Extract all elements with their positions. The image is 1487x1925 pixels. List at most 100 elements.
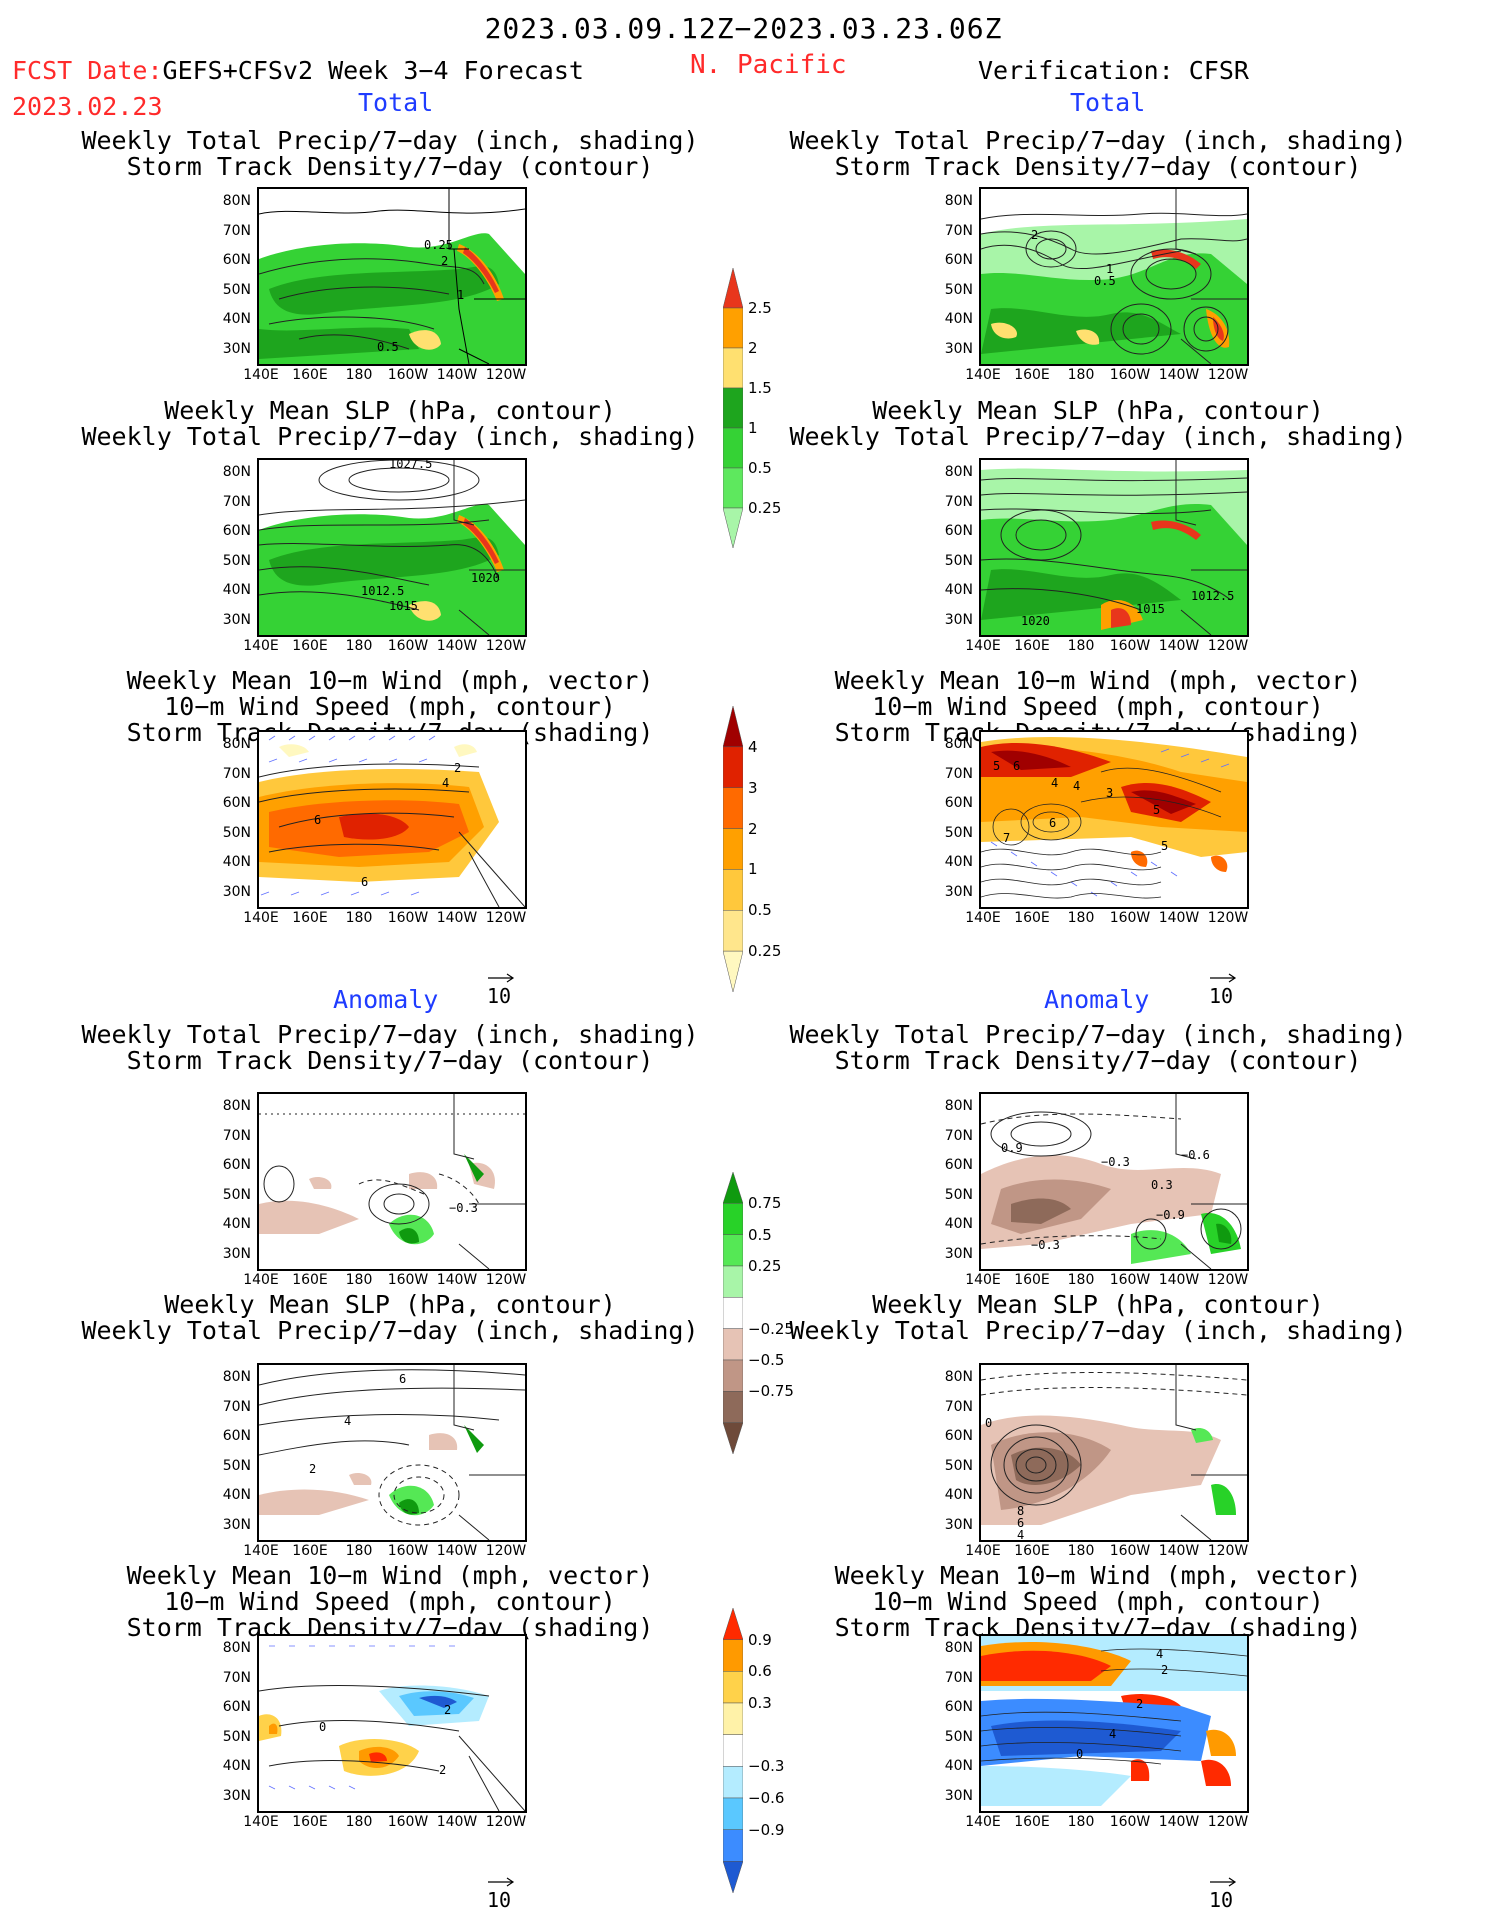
title-v2-line2: Weekly Total Precip/7−day (inch, shading…: [789, 422, 1407, 451]
title-v1: Weekly Total Precip/7−day (inch, shading…: [788, 128, 1408, 180]
map-f3: 2 4 6 6: [257, 730, 527, 909]
lat-label: 30N: [944, 883, 973, 900]
title-f3-line1: Weekly Mean 10−m Wind (mph, vector): [126, 666, 654, 695]
lon-label: 180: [1067, 1543, 1095, 1559]
lat-label: 80N: [222, 1098, 251, 1114]
colorbar-tick-label: 2: [748, 819, 758, 838]
lat-label: 60N: [944, 252, 973, 268]
colorbar-segment: [722, 427, 744, 469]
lon-label: 180: [345, 1543, 373, 1559]
clabel-v4-a: 0.9: [1001, 1141, 1023, 1155]
lon-label: 140W: [1158, 367, 1200, 383]
arrow-right-icon: [1210, 1877, 1237, 1887]
colorbar-segment: [722, 347, 744, 389]
colorbar-segment: [722, 746, 744, 788]
lon-label: 160W: [1109, 638, 1151, 654]
lon-label: 140W: [436, 1272, 478, 1288]
clabel-f2-a: 1027.5: [389, 460, 432, 471]
colorbar-segment: [722, 1829, 744, 1862]
arrow-right-icon: [488, 1877, 515, 1887]
colorbar-wind-anom-svg: [722, 1607, 744, 1894]
lat-label: 30N: [222, 1516, 251, 1533]
lat-label: 80N: [222, 1369, 251, 1385]
lon-label: 160W: [1109, 367, 1151, 383]
lon-label: 180: [1067, 1814, 1095, 1830]
lat-label: 40N: [944, 1216, 973, 1232]
colorbar-precip-anom-svg: [722, 1171, 744, 1455]
clabel-v1-c: 0.5: [1094, 274, 1116, 288]
clabel-f5-a: 6: [399, 1372, 406, 1386]
lon-label: 140E: [243, 1272, 279, 1288]
lon-label: 120W: [1207, 910, 1249, 926]
lat-label: 50N: [222, 1186, 251, 1203]
lon-label: 120W: [1207, 1272, 1249, 1288]
clabel-v5-b: 8: [1017, 1504, 1024, 1518]
lon-label: 180: [1067, 910, 1095, 926]
colorbar-segment: [722, 1702, 744, 1735]
lon-label: 140W: [436, 1814, 478, 1830]
lon-label: 160E: [1014, 1272, 1050, 1288]
section-anomaly-left: Anomaly: [333, 985, 439, 1014]
lat-label: 80N: [944, 193, 973, 209]
lon-label: 160E: [292, 1543, 328, 1559]
clabel-v4-b: −0.3: [1101, 1155, 1130, 1169]
ref-vector-v6: 10: [1209, 1868, 1237, 1912]
clabel-f3-a: 2: [454, 761, 461, 775]
colorbar-segment: [722, 910, 744, 952]
lat-label: 50N: [944, 552, 973, 569]
colorbar-segment: [722, 1171, 744, 1204]
colorbar-tick-label: 1: [748, 419, 758, 437]
colorbar-tick-label: 0.9: [748, 1630, 772, 1649]
lon-label: 140W: [436, 367, 478, 383]
lat-label: 40N: [944, 582, 973, 598]
clabel-v6-d: 4: [1109, 1727, 1116, 1741]
lat-label: 40N: [944, 1487, 973, 1503]
lon-label: 140E: [965, 1543, 1001, 1559]
colorbar-tick-label: 0.5: [748, 1225, 772, 1244]
title-f6-line1: Weekly Mean 10−m Wind (mph, vector): [126, 1561, 654, 1590]
lon-label: 120W: [485, 638, 527, 654]
map-v4: 0.9 −0.3 −0.6 0.3 −0.9 −0.3: [979, 1092, 1249, 1271]
colorbar-tick-label: 0.5: [748, 459, 772, 477]
lat-label: 60N: [944, 1699, 973, 1715]
colorbar-tick-label: 0.25: [748, 499, 782, 517]
title-v4-line1: Weekly Total Precip/7−day (inch, shading…: [789, 1020, 1407, 1049]
clabel-v4-d: 0.3: [1151, 1178, 1173, 1192]
clabel-f5-b: 4: [344, 1414, 351, 1428]
colorbar-segment: [722, 1639, 744, 1672]
lon-label: 120W: [485, 1814, 527, 1830]
lat-label: 50N: [944, 824, 973, 841]
colorbar-storm-total-svg: [722, 705, 744, 993]
lon-label: 160W: [387, 1543, 429, 1559]
ref-vector-f6-label: 10: [487, 1888, 512, 1912]
map-v3-svg: 5 6 4 4 3 5 6 5 7: [981, 732, 1247, 907]
colorbar-storm-total: [722, 705, 744, 993]
lat-label: 50N: [222, 824, 251, 841]
lat-label: 30N: [944, 340, 973, 357]
clabel-f2-c: 1012.5: [361, 584, 404, 598]
title-f1-line2: Storm Track Density/7−day (contour): [126, 152, 654, 181]
arrow-right-icon: [488, 973, 515, 983]
title-v6-line2: 10−m Wind Speed (mph, contour): [872, 1587, 1324, 1616]
lon-label: 140E: [243, 1814, 279, 1830]
colorbar-segment: [722, 1328, 744, 1361]
lon-label: 180: [345, 1814, 373, 1830]
title-v4-line2: Storm Track Density/7−day (contour): [834, 1046, 1362, 1075]
colorbar-segment: [722, 1297, 744, 1329]
lon-label: 180: [345, 910, 373, 926]
lon-label: 160E: [1014, 910, 1050, 926]
colorbar-segment: [722, 267, 744, 309]
map-v1: 2 1 0.5: [979, 187, 1249, 366]
map-v6-svg: 4 2 2 4 0: [981, 1636, 1247, 1811]
lat-label: 50N: [222, 1457, 251, 1474]
lon-label: 160W: [1109, 1272, 1151, 1288]
colorbar-tick-label: 0.5: [748, 901, 772, 920]
lat-label: 50N: [944, 1728, 973, 1745]
lon-label: 160W: [387, 367, 429, 383]
clabel-v3-e: 3: [1106, 786, 1113, 800]
lon-label: 160W: [387, 638, 429, 654]
title-f3: Weekly Mean 10−m Wind (mph, vector) 10−m…: [80, 668, 700, 746]
clabel-f1-a: 0.25: [424, 238, 453, 252]
lat-label: 40N: [222, 1758, 251, 1774]
fcst-date-label: FCST Date:GEFS+CFSv2 Week 3−4 Forecast: [12, 56, 584, 85]
